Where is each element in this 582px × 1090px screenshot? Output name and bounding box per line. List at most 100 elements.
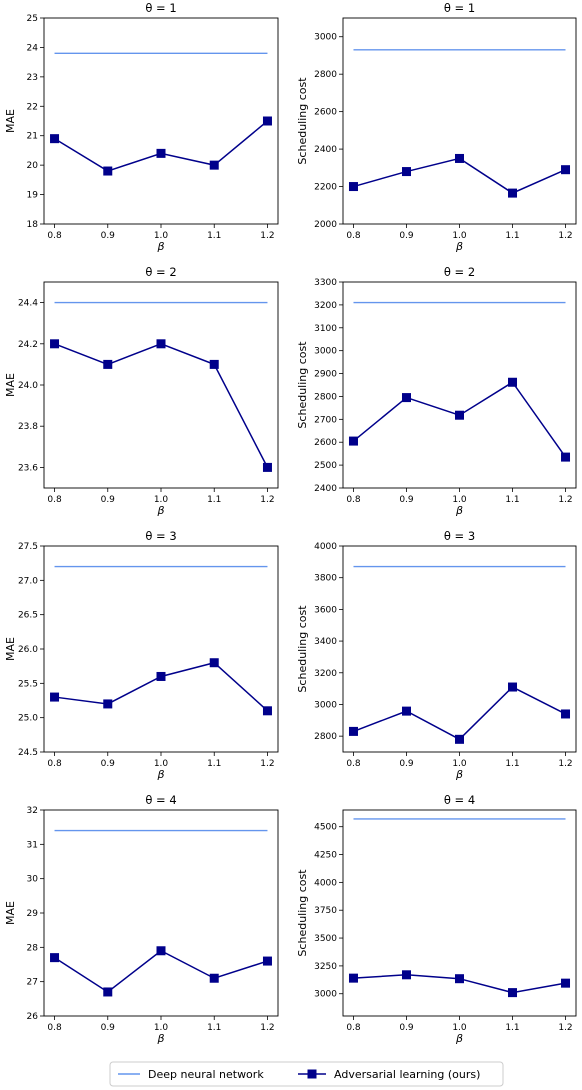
data-point-adversarial-learning bbox=[508, 988, 518, 998]
y-tick-label: 27.5 bbox=[18, 542, 38, 552]
y-axis-label: MAE bbox=[4, 109, 17, 133]
y-tick-label: 4500 bbox=[314, 823, 337, 833]
x-tick-label: 1.1 bbox=[207, 1023, 221, 1033]
y-tick-label: 28 bbox=[27, 943, 39, 953]
data-point-adversarial-learning bbox=[508, 682, 518, 692]
x-tick-label: 1.0 bbox=[452, 759, 467, 769]
y-tick-label: 3800 bbox=[314, 574, 337, 584]
data-point-adversarial-learning bbox=[348, 436, 358, 446]
y-tick-label: 3000 bbox=[314, 33, 337, 43]
data-point-adversarial-learning bbox=[103, 359, 113, 369]
y-tick-label: 2500 bbox=[314, 461, 337, 471]
y-tick-label: 23 bbox=[27, 73, 38, 83]
x-tick-label: 0.9 bbox=[399, 231, 414, 241]
data-point-adversarial-learning bbox=[348, 726, 358, 736]
series-line-adversarial-learning bbox=[353, 686, 566, 741]
y-tick-label: 21 bbox=[27, 132, 38, 142]
y-tick-label: 26 bbox=[27, 1012, 39, 1022]
y-tick-label: 18 bbox=[27, 220, 39, 230]
x-axis-label: β bbox=[156, 768, 164, 781]
chart-title: θ = 4 bbox=[145, 793, 176, 807]
chart-title: θ = 1 bbox=[145, 1, 176, 15]
plot-frame bbox=[342, 281, 577, 489]
y-tick-label: 3500 bbox=[314, 934, 337, 944]
plot-frame bbox=[342, 545, 577, 753]
y-tick-label: 4000 bbox=[314, 542, 337, 552]
y-tick-label: 24.5 bbox=[18, 748, 38, 758]
data-point-adversarial-learning bbox=[103, 699, 113, 709]
legend: Deep neural network Adversarial learning … bbox=[109, 1061, 504, 1087]
y-tick-label: 31 bbox=[27, 840, 38, 850]
data-point-adversarial-learning bbox=[156, 148, 166, 158]
y-tick-label: 2800 bbox=[314, 392, 337, 402]
data-point-adversarial-learning bbox=[156, 339, 166, 349]
y-tick-label: 25.0 bbox=[18, 714, 38, 724]
data-point-adversarial-learning bbox=[455, 410, 464, 420]
data-point-adversarial-learning bbox=[50, 339, 60, 349]
x-tick-label: 1.2 bbox=[260, 1023, 274, 1033]
chart-title: θ = 3 bbox=[444, 529, 475, 543]
data-point-adversarial-learning bbox=[103, 987, 113, 997]
x-tick-label: 0.8 bbox=[47, 495, 62, 505]
x-tick-label: 1.0 bbox=[154, 759, 169, 769]
chart-title: θ = 3 bbox=[145, 529, 176, 543]
y-tick-label: 24 bbox=[27, 43, 39, 53]
x-tick-label: 1.1 bbox=[505, 231, 519, 241]
data-point-adversarial-learning bbox=[561, 165, 571, 175]
x-tick-label: 1.2 bbox=[260, 231, 274, 241]
data-point-adversarial-learning bbox=[50, 692, 60, 702]
chart-panel-1: θ = 1 18 19 20 21 22 23 24 25 0.8 0.9 1.0 1.1 1.2 β MAE bbox=[4, 1, 279, 253]
x-axis-label: β bbox=[156, 1032, 164, 1045]
data-point-adversarial-learning bbox=[508, 377, 518, 387]
x-axis-label: β bbox=[156, 504, 164, 517]
y-tick-label: 32 bbox=[27, 806, 38, 816]
y-tick-label: 2400 bbox=[314, 484, 337, 494]
data-point-adversarial-learning bbox=[561, 709, 571, 719]
y-tick-label: 2600 bbox=[314, 438, 337, 448]
y-tick-label: 4000 bbox=[314, 878, 337, 888]
x-tick-label: 1.0 bbox=[154, 231, 169, 241]
x-tick-label: 1.2 bbox=[558, 1023, 572, 1033]
y-axis-label: MAE bbox=[4, 901, 17, 925]
plot-frame bbox=[342, 17, 577, 225]
x-tick-label: 1.0 bbox=[452, 495, 467, 505]
data-point-adversarial-learning bbox=[209, 359, 219, 369]
x-tick-label: 1.0 bbox=[154, 1023, 169, 1033]
y-tick-label: 2800 bbox=[314, 732, 337, 742]
series-line-adversarial-learning bbox=[353, 157, 566, 194]
series-line-adversarial-learning bbox=[54, 949, 268, 993]
data-point-adversarial-learning bbox=[401, 167, 411, 177]
x-tick-label: 1.1 bbox=[505, 1023, 519, 1033]
x-tick-label: 0.8 bbox=[47, 231, 62, 241]
y-axis-label: MAE bbox=[4, 373, 17, 397]
x-axis-label: β bbox=[455, 1032, 463, 1045]
data-point-adversarial-learning bbox=[209, 160, 219, 170]
y-tick-label: 27 bbox=[27, 978, 38, 988]
chart-panel-8: θ = 4 3000 3250 3500 3750 4000 4250 4500 0.8 0.9 1… bbox=[296, 793, 577, 1045]
data-point-adversarial-learning bbox=[262, 462, 272, 472]
legend-label-adversarial-learning: Adversarial learning (ours) bbox=[334, 1068, 480, 1081]
y-tick-label: 2700 bbox=[314, 415, 337, 425]
y-tick-label: 3100 bbox=[314, 324, 337, 334]
plot-frame bbox=[342, 809, 577, 1017]
x-tick-label: 0.9 bbox=[101, 759, 116, 769]
y-tick-label: 3000 bbox=[314, 347, 337, 357]
chart-title: θ = 4 bbox=[444, 793, 475, 807]
y-tick-label: 24.0 bbox=[18, 381, 38, 391]
y-tick-label: 25.5 bbox=[18, 679, 38, 689]
x-tick-label: 1.1 bbox=[505, 759, 519, 769]
plot-frame bbox=[43, 17, 279, 225]
chart-panel-6: θ = 3 2800 3000 3200 3400 3600 3800 4000 0.8 0.9 1… bbox=[296, 529, 577, 781]
y-tick-label: 2900 bbox=[314, 370, 337, 380]
data-point-adversarial-learning bbox=[401, 393, 411, 403]
y-tick-label: 30 bbox=[27, 875, 39, 885]
plot-frame bbox=[43, 809, 279, 1017]
y-tick-label: 2400 bbox=[314, 145, 337, 155]
x-tick-label: 0.8 bbox=[346, 1023, 361, 1033]
x-tick-label: 0.9 bbox=[399, 1023, 414, 1033]
y-tick-label: 2200 bbox=[314, 183, 337, 193]
y-tick-label: 24.2 bbox=[18, 340, 38, 350]
data-point-adversarial-learning bbox=[401, 970, 411, 980]
y-tick-label: 3200 bbox=[314, 301, 337, 311]
x-tick-label: 1.2 bbox=[558, 231, 572, 241]
